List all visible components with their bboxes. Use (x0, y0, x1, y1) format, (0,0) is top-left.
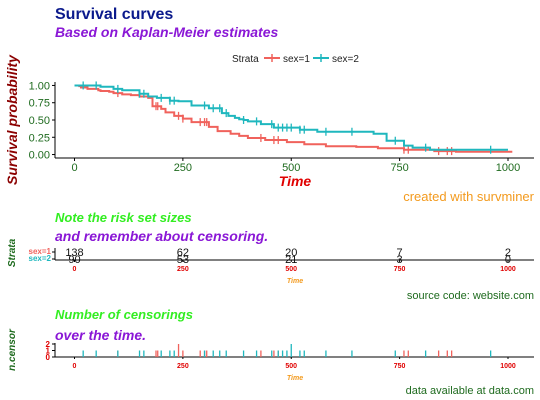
legend: Strata sex=1 sex=2 (232, 54, 359, 65)
x-tick-label: 500 (282, 162, 300, 174)
chart-subtitle: Based on Kaplan-Meier estimates (55, 24, 279, 40)
risk-cell: 7 (397, 247, 403, 259)
y-axis-label: Survival probability (4, 54, 20, 185)
censor-x-tick-label: 750 (394, 363, 406, 370)
legend-title: Strata (232, 54, 259, 65)
legend-label-sex2: sex=2 (332, 54, 359, 65)
caption-main: created with survminer (403, 189, 534, 204)
risk-table-x-label: Time (287, 278, 303, 285)
risk-table-title-2: and remember about censoring. (55, 228, 268, 244)
censor-y-label: n.censor (7, 328, 18, 371)
risk-x-tick-label: 0 (73, 266, 77, 273)
x-tick-label: 1000 (496, 162, 520, 174)
legend-label-sex1: sex=1 (283, 54, 310, 65)
y-tick-label: 0.75 (29, 98, 50, 110)
risk-x-tick-label: 500 (285, 266, 297, 273)
censor-x-tick-label: 250 (177, 363, 189, 370)
y-tick-label: 0.50 (29, 115, 50, 127)
censor-y-tick-label: 2 (46, 340, 51, 349)
censor-x-label: Time (287, 375, 303, 382)
x-tick-label: 750 (390, 162, 408, 174)
y-tick-label: 1.00 (29, 80, 50, 92)
risk-row-label: sex=1 (29, 247, 52, 256)
risk-table-y-label: Strata (7, 238, 18, 267)
x-tick-label: 250 (174, 162, 192, 174)
risk-cell: 62 (177, 247, 189, 259)
censor-y-tick-label: 0 (46, 353, 51, 362)
legend-key-sex1 (264, 54, 280, 62)
survival-curve-sex2 (74, 84, 508, 151)
legend-key-sex2 (313, 54, 329, 62)
censor-caption: data available at data.com (406, 385, 534, 397)
risk-cell: 138 (65, 247, 83, 259)
risk-table-caption: source code: website.com (407, 290, 534, 302)
risk-x-tick-label: 250 (177, 266, 189, 273)
risk-row-label: sex=2 (29, 254, 52, 263)
risk-cell: 20 (285, 247, 297, 259)
censor-x-tick-label: 0 (73, 363, 77, 370)
risk-table-title-1: Note the risk set sizes (55, 210, 192, 225)
x-axis-label: Time (279, 173, 312, 189)
risk-cell: 2 (505, 247, 511, 259)
censor-title-1: Number of censorings (55, 307, 193, 322)
y-tick-label: 0.25 (29, 132, 50, 144)
censor-y-tick-label: 1 (46, 347, 51, 356)
risk-table: sex=1138622072sex=2905321300250500750100… (29, 247, 534, 273)
chart-title: Survival curves (55, 6, 173, 23)
censor-title-2: over the time. (55, 327, 146, 343)
risk-x-tick-label: 1000 (500, 266, 516, 273)
risk-x-tick-label: 750 (394, 266, 406, 273)
x-tick-label: 0 (71, 162, 77, 174)
censor-x-tick-label: 1000 (500, 363, 516, 370)
censor-x-tick-label: 500 (285, 363, 297, 370)
y-tick-label: 0.00 (29, 150, 50, 162)
survival-plot: 0.00 0.25 0.50 0.75 1.00 0 250 500 750 1000 (29, 80, 534, 174)
